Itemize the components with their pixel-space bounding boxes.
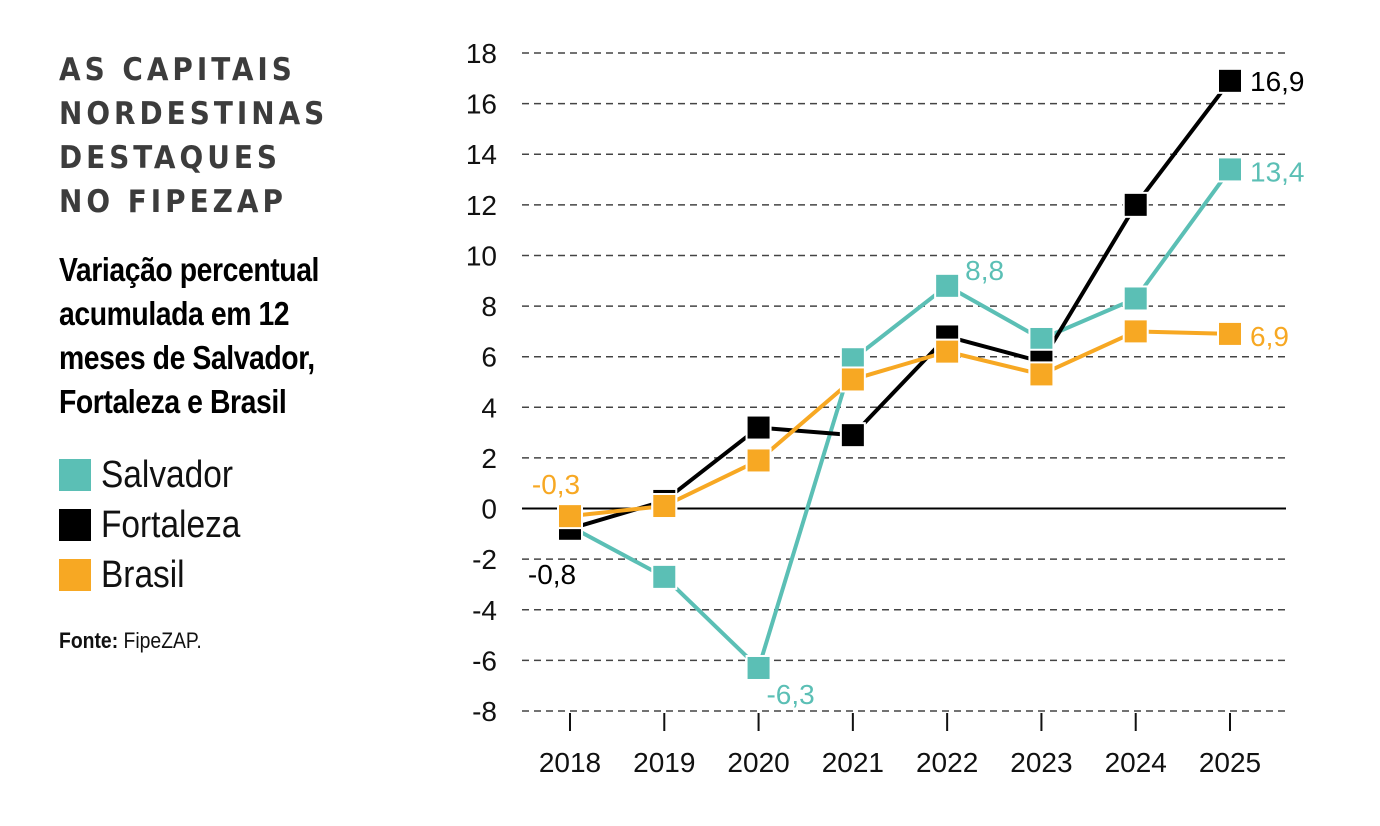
marker-brasil [839, 366, 866, 393]
source-label: Fonte: [59, 628, 119, 653]
marker-brasil [1122, 318, 1149, 345]
data-labels: -0,3 -0,8 -6,3 8,8 16,9 13,4 6,9 [528, 66, 1305, 710]
y-tick-label: 14 [466, 139, 497, 170]
x-tick-label: 2024 [1105, 747, 1167, 778]
marker-salvador [1122, 285, 1149, 312]
marker-salvador [651, 563, 678, 590]
y-tick-label: 18 [466, 38, 497, 69]
gridlines [522, 52, 1286, 712]
marker-brasil [1217, 320, 1243, 347]
chart-subtitle: Variação percentual acumulada em 12 mese… [59, 248, 369, 424]
marker-salvador [934, 272, 961, 299]
x-tick-label: 2020 [727, 747, 789, 778]
y-tick-label: 10 [466, 240, 497, 271]
legend-label: Brasil [101, 553, 185, 596]
data-label: 8,8 [965, 255, 1004, 286]
marker-fortaleza [1122, 191, 1149, 218]
side-panel: AS CAPITAIS NORDESTINAS DESTAQUES NO FIP… [59, 48, 439, 654]
subtitle-line: meses de Salvador, [59, 339, 315, 376]
marker-salvador [745, 654, 772, 681]
data-label: -0,8 [528, 559, 576, 590]
marker-brasil [1028, 361, 1055, 388]
x-tick-label: 2023 [1010, 747, 1072, 778]
y-tick-label: 12 [466, 190, 497, 221]
y-tick-label: 8 [481, 291, 497, 322]
y-axis: 18 16 14 12 10 8 6 4 2 0 -2 -4 -6 -8 [466, 38, 497, 727]
x-tick-label: 2022 [916, 747, 978, 778]
y-tick-label: -2 [472, 544, 497, 575]
legend-item-salvador: Salvador [59, 450, 439, 500]
y-tick-label: -6 [472, 645, 497, 676]
data-label: -6,3 [766, 679, 814, 710]
subtitle-line: Fortaleza e Brasil [59, 383, 287, 420]
kicker-title: AS CAPITAIS NORDESTINAS DESTAQUES NO FIP… [59, 48, 439, 224]
x-tick-label: 2018 [539, 747, 601, 778]
series-line-brasil [569, 329, 1231, 519]
legend-item-brasil: Brasil [59, 550, 439, 600]
legend: Salvador Fortaleza Brasil [59, 450, 439, 600]
marker-brasil [651, 493, 678, 520]
subtitle-line: acumulada em 12 [59, 295, 290, 332]
y-tick-label: 2 [481, 443, 497, 474]
x-axis: 2018 2019 2020 2021 2022 2023 2024 2025 [539, 713, 1261, 778]
marker-fortaleza [1217, 67, 1243, 94]
kicker-line: NORDESTINAS [59, 96, 329, 132]
marker-brasil [557, 503, 583, 530]
y-tick-label: 4 [481, 392, 497, 423]
y-tick-label: -4 [472, 595, 497, 626]
marker-salvador [1217, 156, 1243, 183]
data-label: 16,9 [1250, 66, 1305, 97]
data-label: -0,3 [532, 469, 580, 500]
legend-label: Salvador [101, 453, 233, 496]
marker-salvador [1028, 325, 1055, 352]
kicker-line: AS CAPITAIS [59, 52, 296, 88]
y-tick-label: 0 [481, 494, 497, 525]
legend-item-fortaleza: Fortaleza [59, 500, 439, 550]
legend-swatch-fortaleza [59, 509, 91, 541]
kicker-line: NO FIPEZAP [59, 184, 287, 220]
marker-brasil [934, 338, 961, 365]
legend-label: Fortaleza [101, 503, 241, 546]
y-tick-label: -8 [472, 696, 497, 727]
marker-fortaleza [745, 414, 772, 441]
data-label: 13,4 [1250, 156, 1305, 187]
x-tick-label: 2021 [822, 747, 884, 778]
x-tick-label: 2019 [633, 747, 695, 778]
source-value: FipeZAP. [123, 628, 202, 653]
x-tick-label: 2025 [1199, 747, 1261, 778]
legend-swatch-salvador [59, 459, 91, 491]
y-tick-label: 6 [481, 342, 497, 373]
series-lines [569, 79, 1232, 670]
series-line-fortaleza [569, 79, 1232, 531]
subtitle-line: Variação percentual [59, 251, 320, 288]
legend-swatch-brasil [59, 559, 91, 591]
data-label: 6,9 [1250, 321, 1289, 352]
marker-brasil [745, 447, 772, 474]
kicker-line: DESTAQUES [59, 140, 281, 176]
marker-fortaleza [839, 422, 866, 449]
series-markers [557, 67, 1243, 681]
series-line-salvador [569, 168, 1232, 670]
source-note: Fonte: FipeZAP. [59, 628, 393, 654]
y-tick-label: 16 [466, 89, 497, 120]
